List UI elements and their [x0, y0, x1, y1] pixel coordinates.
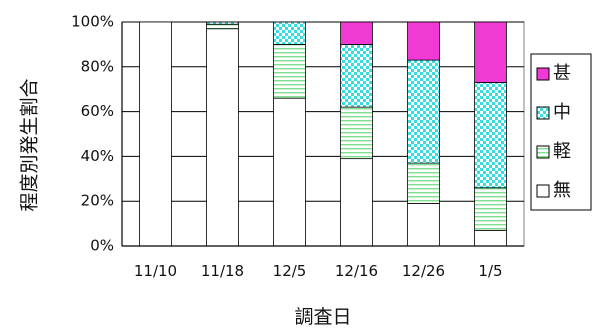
- bar-segment: [206, 21, 239, 25]
- legend-label: 軽: [553, 141, 571, 162]
- y-tick-label: 60%: [81, 102, 114, 120]
- x-tick-label: 1/5: [478, 262, 502, 280]
- legend-swatch: [536, 67, 550, 81]
- y-tick-label: 40%: [81, 147, 114, 165]
- bar-segment: [273, 97, 306, 247]
- bar-segment: [474, 82, 507, 189]
- x-tick-label: 12/16: [335, 262, 378, 280]
- y-tick-label: 100%: [71, 13, 114, 31]
- y-tick-labels: 0% 20% 40% 60% 80% 100%: [71, 13, 114, 255]
- gridlines: [122, 21, 524, 202]
- bar-segment: [273, 21, 306, 45]
- bars: [139, 21, 507, 247]
- x-tick-label: 12/26: [402, 262, 445, 280]
- plot-area: [121, 21, 525, 247]
- legend-label: 甚: [553, 63, 571, 84]
- y-tick-label: 80%: [81, 57, 114, 75]
- bar-segment: [139, 21, 172, 247]
- legend-box: [530, 53, 592, 211]
- bar-segment: [340, 106, 373, 160]
- y-axis-title: 程度別発生割合: [19, 78, 41, 211]
- bar-segment: [474, 229, 507, 247]
- bar-segment: [407, 21, 440, 61]
- x-axis-title: 調査日: [294, 306, 351, 328]
- legend-swatch: [536, 184, 550, 198]
- x-tick-label: 11/10: [134, 262, 177, 280]
- bar-segment: [206, 28, 239, 247]
- bar-segment: [407, 203, 440, 247]
- y-tick-label: 20%: [81, 192, 114, 210]
- bar-segment: [340, 158, 373, 247]
- bar-segment: [340, 44, 373, 108]
- legend-swatch: [536, 145, 550, 159]
- x-tick-label: 11/18: [201, 262, 244, 280]
- bar-segment: [474, 187, 507, 231]
- legend-swatch: [536, 106, 550, 120]
- legend-label: 中: [553, 102, 571, 123]
- bar-segment: [273, 44, 306, 99]
- x-tick-labels: 11/10 11/18 12/5 12/16 12/26 1/5: [134, 262, 503, 280]
- legend-label: 無: [553, 180, 571, 201]
- x-tick-label: 12/5: [273, 262, 307, 280]
- y-tick-label: 0%: [90, 237, 114, 255]
- bar-segment: [340, 21, 373, 45]
- bar-segment: [206, 23, 239, 30]
- bar-segment: [407, 162, 440, 204]
- bar-segment: [407, 59, 440, 164]
- bar-segment: [474, 21, 507, 83]
